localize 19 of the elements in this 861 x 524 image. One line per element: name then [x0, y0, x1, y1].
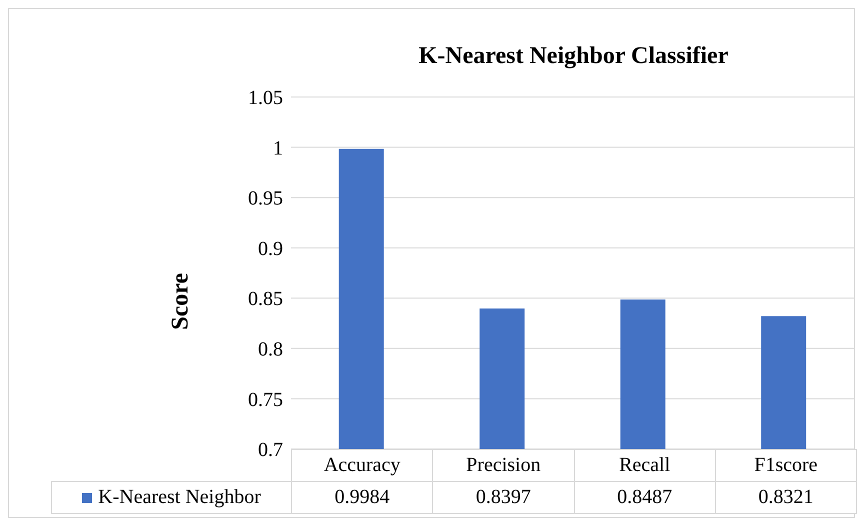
- data-label: 0.8487: [574, 481, 716, 514]
- y-tick-label: 0.7: [258, 439, 283, 462]
- y-tick-label: 1: [273, 137, 283, 160]
- x-tick-label: Recall: [574, 449, 716, 482]
- data-label: 0.8397: [432, 481, 574, 514]
- y-tick-label: 0.75: [248, 388, 283, 411]
- y-tick-label: 0.85: [248, 288, 283, 310]
- data-label: 0.9984: [291, 481, 434, 514]
- data-label: 0.8321: [714, 481, 857, 514]
- chart-title: K-Nearest Neighbor Classifier: [418, 43, 730, 70]
- legend-label: K-Nearest Neighbor: [97, 486, 261, 509]
- x-tick-label: Precision: [432, 449, 574, 482]
- x-tick-label: Accuracy: [291, 449, 434, 482]
- y-tick-label: 0.9: [258, 238, 283, 260]
- y-tick-label: 0.95: [248, 188, 283, 210]
- y-axis-title: Score: [168, 272, 194, 330]
- y-tick-label: 0.8: [258, 338, 283, 361]
- y-tick-label: 1.05: [248, 87, 283, 110]
- x-tick-label: F1score: [714, 449, 857, 482]
